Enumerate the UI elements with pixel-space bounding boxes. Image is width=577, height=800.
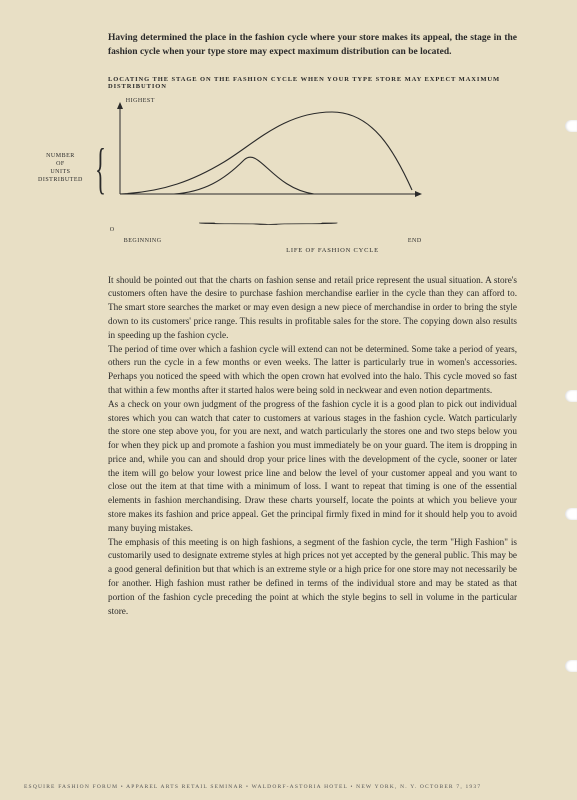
paragraph: The emphasis of this meeting is on high … bbox=[108, 536, 517, 619]
axis-label-origin: O bbox=[110, 227, 115, 233]
axis-label-highest: HIGHEST bbox=[126, 98, 155, 104]
y-label-line: NUMBER bbox=[46, 153, 75, 159]
paragraph: It should be pointed out that the charts… bbox=[108, 274, 517, 343]
chart-title: LOCATING THE STAGE ON THE FASHION CYCLE … bbox=[108, 76, 517, 90]
chart-area: NUMBER OF UNITS DISTRIBUTED { HIGHEST O … bbox=[38, 100, 517, 239]
page-content: Having determined the place in the fashi… bbox=[0, 0, 577, 638]
axis-label-end: END bbox=[408, 238, 422, 244]
body-text: It should be pointed out that the charts… bbox=[108, 274, 517, 619]
paragraph: As a check on your own judgment of the p… bbox=[108, 398, 517, 536]
y-label-line: UNITS bbox=[50, 169, 70, 175]
intro-paragraph: Having determined the place in the fashi… bbox=[108, 32, 517, 60]
chart-svg: HIGHEST O BEGINNING END ⏟ bbox=[114, 100, 424, 239]
y-label-line: OF bbox=[56, 161, 65, 167]
y-axis-label: NUMBER OF UNITS DISTRIBUTED bbox=[38, 153, 83, 184]
paragraph: The period of time over which a fashion … bbox=[108, 343, 517, 398]
axis-label-beginning: BEGINNING bbox=[124, 238, 162, 244]
page-footer: ESQUIRE FASHION FORUM • APPAREL ARTS RET… bbox=[24, 784, 533, 790]
distribution-curve-svg bbox=[114, 100, 424, 208]
x-axis-caption: LIFE OF FASHION CYCLE bbox=[148, 247, 517, 254]
y-label-line: DISTRIBUTED bbox=[38, 177, 83, 183]
